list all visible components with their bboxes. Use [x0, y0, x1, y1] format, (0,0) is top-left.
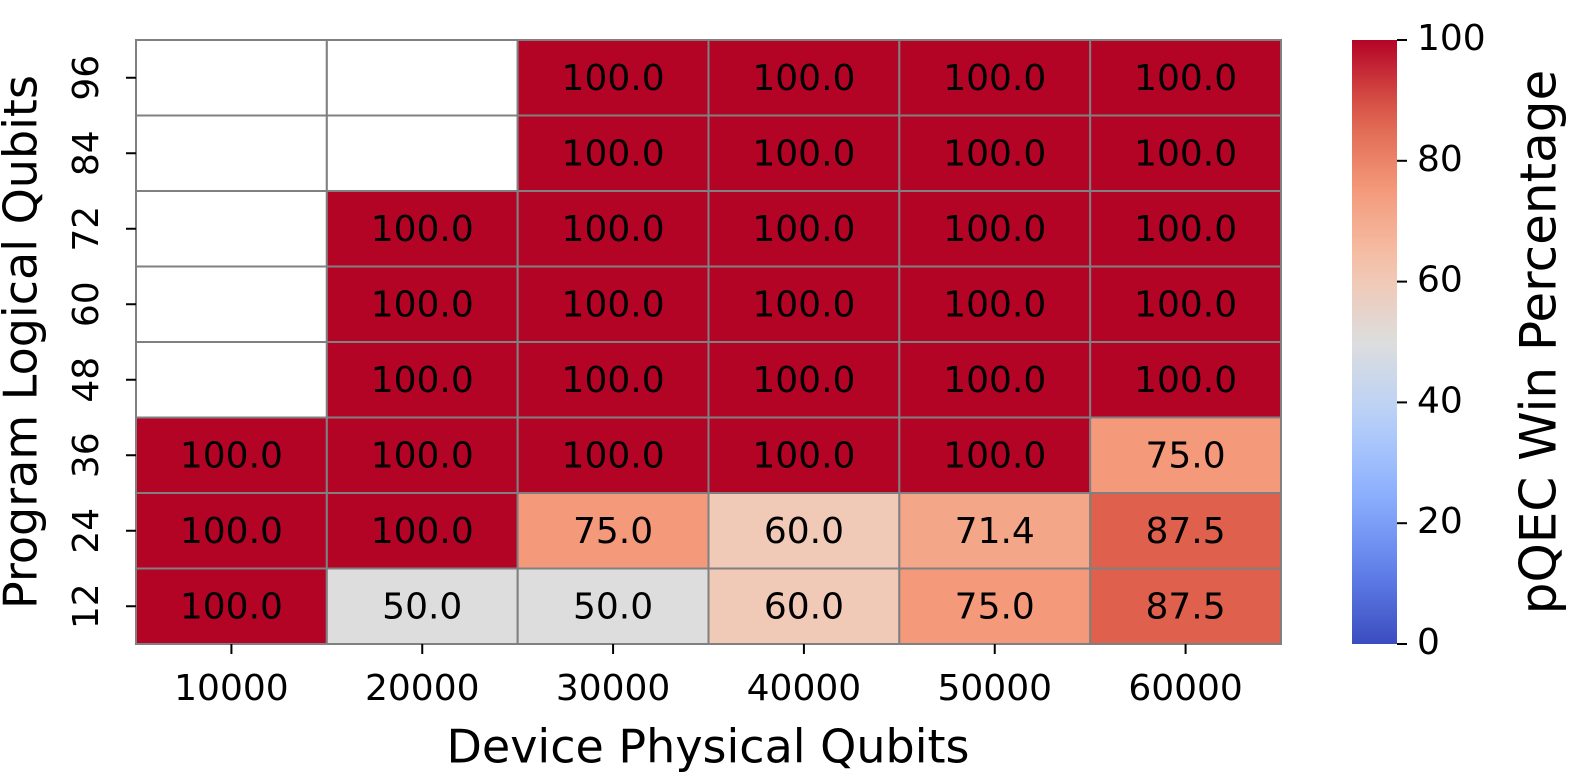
cell-label: 100.0	[180, 586, 283, 627]
cell-label: 100.0	[943, 360, 1046, 401]
cell-label: 100.0	[943, 209, 1046, 250]
cell-label: 100.0	[752, 435, 855, 476]
empty-cell	[135, 39, 328, 117]
colorbar	[1352, 40, 1397, 644]
cell-label: 100.0	[562, 209, 665, 250]
colorbar-tick-label: 20	[1417, 501, 1463, 542]
cell-label: 100.0	[562, 435, 665, 476]
cell-label: 100.0	[1134, 58, 1237, 99]
cell-label: 87.5	[1146, 511, 1226, 552]
cell	[898, 341, 1092, 419]
colorbar-tick-label: 80	[1417, 139, 1463, 180]
cell-label: 100.0	[943, 133, 1046, 174]
cell-label: 100.0	[752, 58, 855, 99]
cell-label: 100.0	[1134, 209, 1237, 250]
cell	[1089, 341, 1282, 419]
cell	[325, 492, 519, 570]
cell	[516, 39, 710, 117]
cell-label: 100.0	[562, 360, 665, 401]
cell-label: 71.4	[955, 511, 1035, 552]
empty-cell	[135, 190, 328, 268]
x-tick-label: 20000	[365, 668, 480, 709]
x-axis-title: Device Physical Qubits	[446, 720, 969, 774]
colorbar-title: pQEC Win Percentage	[1510, 70, 1568, 615]
cell	[707, 341, 901, 419]
y-axis-title: Program Logical Qubits	[0, 75, 48, 609]
cell	[325, 567, 519, 645]
empty-cell	[135, 114, 328, 192]
cell	[898, 265, 1092, 343]
y-tick-label: 60	[66, 281, 107, 327]
cell	[1089, 265, 1282, 343]
cell-label: 60.0	[764, 586, 844, 627]
empty-cell	[325, 39, 519, 117]
cell-label: 100.0	[371, 284, 474, 325]
cell	[707, 416, 901, 494]
cell-label: 100.0	[752, 284, 855, 325]
cell-label: 50.0	[382, 586, 462, 627]
cell-label: 100.0	[752, 209, 855, 250]
cell	[135, 567, 328, 645]
cell-label: 75.0	[955, 586, 1035, 627]
cell	[898, 416, 1092, 494]
cell	[516, 190, 710, 268]
x-tick-label: 30000	[556, 668, 671, 709]
cell-label: 100.0	[562, 133, 665, 174]
y-tick-label: 72	[66, 206, 107, 252]
cell-label: 60.0	[764, 511, 844, 552]
x-tick-label: 50000	[937, 668, 1052, 709]
y-tick-label: 84	[66, 130, 107, 176]
cell	[898, 567, 1092, 645]
cell-label: 100.0	[371, 511, 474, 552]
cell	[898, 190, 1092, 268]
y-tick-label: 48	[66, 357, 107, 403]
cell-label: 87.5	[1146, 586, 1226, 627]
cell	[707, 265, 901, 343]
colorbar-tick-label: 60	[1417, 260, 1463, 301]
empty-cell	[135, 341, 328, 419]
cell-label: 75.0	[573, 511, 653, 552]
empty-cell	[135, 265, 328, 343]
x-tick-label: 10000	[174, 668, 289, 709]
y-tick-label: 36	[66, 432, 107, 478]
cell-label: 100.0	[371, 360, 474, 401]
empty-cell	[325, 114, 519, 192]
cell-label: 100.0	[180, 435, 283, 476]
cell-label: 100.0	[562, 58, 665, 99]
y-tick-label: 24	[66, 508, 107, 554]
colorbar-tick-label: 0	[1417, 622, 1440, 663]
cell	[1089, 39, 1282, 117]
cell	[325, 341, 519, 419]
cell-label: 100.0	[752, 360, 855, 401]
cell-label: 100.0	[371, 209, 474, 250]
x-tick-label: 60000	[1128, 668, 1243, 709]
cell-label: 100.0	[1134, 133, 1237, 174]
cell	[516, 341, 710, 419]
cell-label: 100.0	[752, 133, 855, 174]
cell-label: 100.0	[943, 284, 1046, 325]
cell-label: 75.0	[1146, 435, 1226, 476]
cell-label: 100.0	[180, 511, 283, 552]
cell-label: 100.0	[943, 435, 1046, 476]
y-tick-label: 12	[66, 583, 107, 629]
cell	[707, 39, 901, 117]
y-tick-label: 96	[66, 55, 107, 101]
cell	[1089, 416, 1282, 494]
x-tick-label: 40000	[747, 668, 862, 709]
cell	[898, 39, 1092, 117]
cell-label: 50.0	[573, 586, 653, 627]
colorbar-tick-label: 100	[1417, 18, 1486, 59]
cell	[325, 416, 519, 494]
cell-label: 100.0	[1134, 284, 1237, 325]
cell-label: 100.0	[1134, 360, 1237, 401]
cell	[707, 114, 901, 192]
cell	[1089, 114, 1282, 192]
cell	[707, 567, 901, 645]
cell-label: 100.0	[562, 284, 665, 325]
cell-label: 100.0	[943, 58, 1046, 99]
cell-label: 100.0	[371, 435, 474, 476]
cell	[325, 265, 519, 343]
colorbar-tick-label: 40	[1417, 380, 1463, 421]
